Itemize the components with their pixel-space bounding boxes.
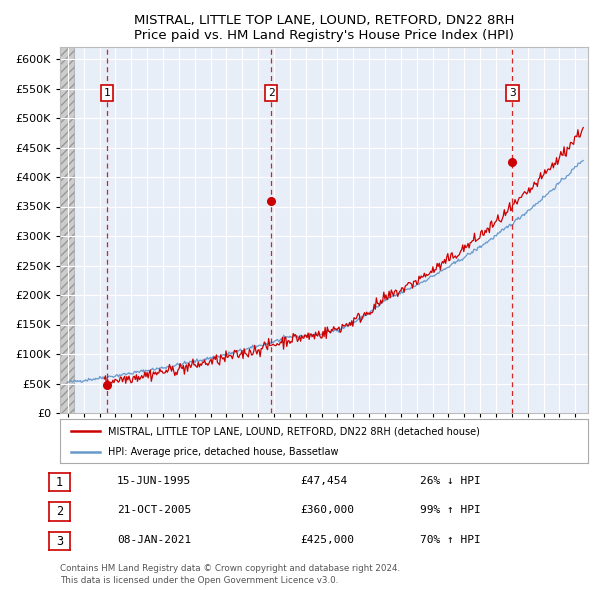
Text: 1: 1 [104,88,110,98]
Text: Contains HM Land Registry data © Crown copyright and database right 2024.
This d: Contains HM Land Registry data © Crown c… [60,564,400,585]
Text: £425,000: £425,000 [300,535,354,545]
Text: MISTRAL, LITTLE TOP LANE, LOUND, RETFORD, DN22 8RH (detached house): MISTRAL, LITTLE TOP LANE, LOUND, RETFORD… [107,427,479,436]
Title: MISTRAL, LITTLE TOP LANE, LOUND, RETFORD, DN22 8RH
Price paid vs. HM Land Regist: MISTRAL, LITTLE TOP LANE, LOUND, RETFORD… [134,14,514,42]
Text: 3: 3 [509,88,516,98]
Text: £360,000: £360,000 [300,506,354,515]
Text: 70% ↑ HPI: 70% ↑ HPI [420,535,481,545]
Text: £47,454: £47,454 [300,476,347,486]
Text: 08-JAN-2021: 08-JAN-2021 [117,535,191,545]
Text: 21-OCT-2005: 21-OCT-2005 [117,506,191,515]
Text: 26% ↓ HPI: 26% ↓ HPI [420,476,481,486]
Text: 2: 2 [56,505,63,518]
Bar [60,47,74,413]
Text: 99% ↑ HPI: 99% ↑ HPI [420,506,481,515]
Text: 3: 3 [56,535,63,548]
Text: HPI: Average price, detached house, Bassetlaw: HPI: Average price, detached house, Bass… [107,447,338,457]
Text: 1: 1 [56,476,63,489]
Text: 2: 2 [268,88,274,98]
Text: 15-JUN-1995: 15-JUN-1995 [117,476,191,486]
